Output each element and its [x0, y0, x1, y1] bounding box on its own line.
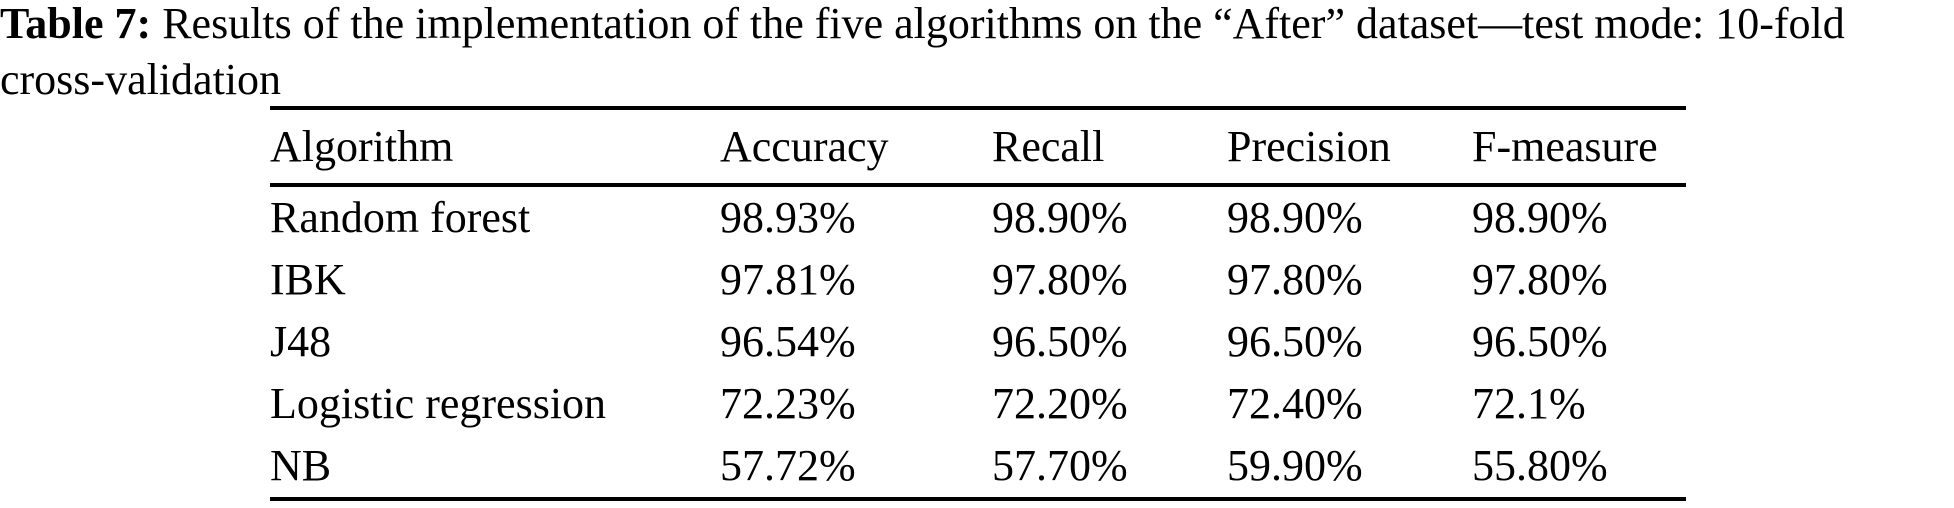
cell-precision: 97.80% — [1227, 255, 1363, 304]
caption-label: Table 7: — [0, 0, 152, 48]
table-top-rule — [270, 106, 1686, 110]
cell-accuracy: 96.54% — [720, 317, 856, 366]
cell-recall: 96.50% — [992, 317, 1128, 366]
column-header-algorithm: Algorithm — [270, 121, 454, 171]
table-header-row: Algorithm Accuracy Recall Precision F-me… — [270, 110, 1686, 183]
column-header-accuracy: Accuracy — [720, 121, 889, 171]
cell-f-measure: 96.50% — [1472, 317, 1608, 366]
cell-recall: 72.20% — [992, 379, 1128, 428]
table-row: IBK 97.81% 97.80% 97.80% 97.80% — [270, 249, 1686, 311]
cell-f-measure: 55.80% — [1472, 441, 1608, 490]
table-mid-rule — [270, 183, 1686, 187]
cell-f-measure: 72.1% — [1472, 379, 1586, 428]
cell-precision: 96.50% — [1227, 317, 1363, 366]
caption-text: Results of the implementation of the fiv… — [0, 0, 1845, 104]
cell-recall: 57.70% — [992, 441, 1128, 490]
cell-accuracy: 98.93% — [720, 193, 856, 242]
cell-precision: 59.90% — [1227, 441, 1363, 490]
cell-recall: 98.90% — [992, 193, 1128, 242]
cell-algorithm: IBK — [270, 255, 346, 304]
table-row: J48 96.54% 96.50% 96.50% 96.50% — [270, 311, 1686, 373]
cell-precision: 98.90% — [1227, 193, 1363, 242]
cell-precision: 72.40% — [1227, 379, 1363, 428]
cell-f-measure: 98.90% — [1472, 193, 1608, 242]
cell-f-measure: 97.80% — [1472, 255, 1608, 304]
cell-accuracy: 72.23% — [720, 379, 856, 428]
column-header-f-measure: F-measure — [1472, 121, 1658, 171]
column-header-precision: Precision — [1227, 121, 1391, 171]
table-row: Logistic regression 72.23% 72.20% 72.40%… — [270, 373, 1686, 435]
table-caption: Table 7: Results of the implementation o… — [0, 0, 1954, 108]
cell-algorithm: Random forest — [270, 193, 531, 242]
cell-accuracy: 97.81% — [720, 255, 856, 304]
cell-algorithm: J48 — [270, 317, 332, 366]
cell-algorithm: NB — [270, 441, 332, 490]
cell-accuracy: 57.72% — [720, 441, 856, 490]
cell-recall: 97.80% — [992, 255, 1128, 304]
table-row: Random forest 98.93% 98.90% 98.90% 98.90… — [270, 187, 1686, 249]
results-table: Algorithm Accuracy Recall Precision F-me… — [270, 106, 1686, 501]
table-row: NB 57.72% 57.70% 59.90% 55.80% — [270, 435, 1686, 497]
column-header-recall: Recall — [992, 121, 1105, 171]
table-bottom-rule — [270, 497, 1686, 501]
cell-algorithm: Logistic regression — [270, 379, 607, 428]
